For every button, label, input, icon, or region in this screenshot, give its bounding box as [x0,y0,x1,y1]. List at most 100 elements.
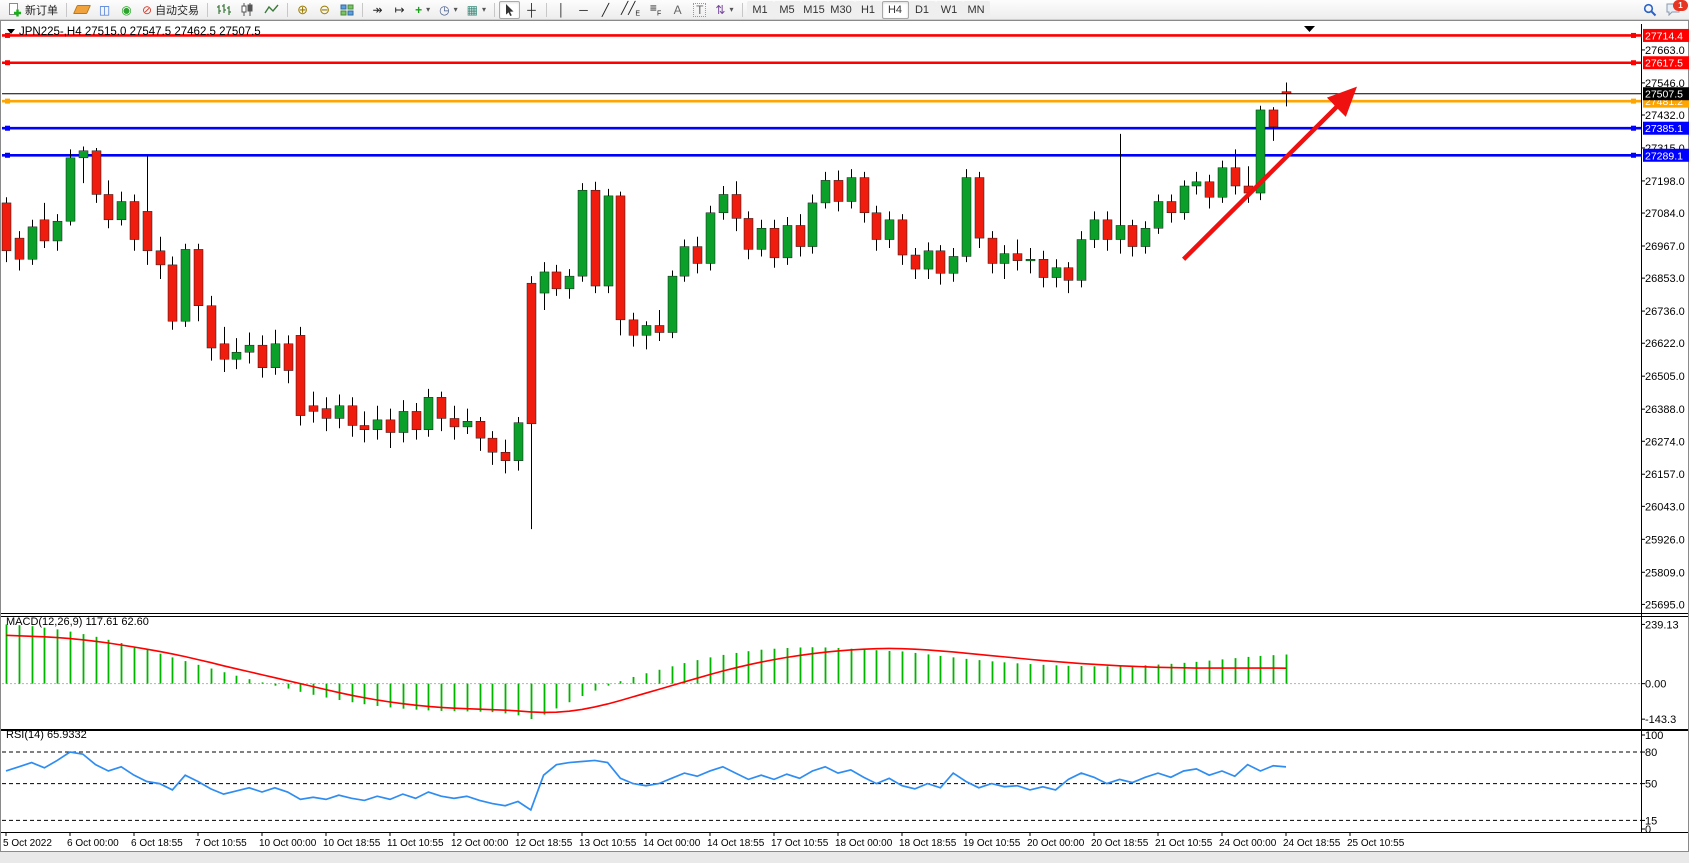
candle-up [180,249,191,322]
price-badge: 27289.1 [1643,148,1689,162]
chart-window-bg [0,20,1689,852]
periods-button[interactable]: ◷ ▾ [435,1,462,19]
candle-down [142,211,153,252]
signals-button[interactable]: ◉ [116,1,137,19]
candle-up [398,411,409,433]
price-tick-label: 26043.0 [1645,501,1685,513]
horizontal-line[interactable] [2,32,1641,38]
chevron-down-icon: ▾ [426,5,431,14]
date-axis: 5 Oct 2022 6 Oct 00:00 6 Oct 18:55 7 Oct 10… [3,832,1405,849]
messages-button[interactable]: 1 [1662,0,1688,19]
candle-up [577,189,588,277]
candle-up [539,271,550,294]
tab-timeframe-M1[interactable]: M1 [746,0,774,19]
candle-up [334,405,345,419]
tab-timeframe-M15[interactable]: M15 [800,0,828,19]
toolbar: 新订单 ◫ ◉ ⊘ 自动交易 ⊕ ⊖ ↠ [0,0,1689,20]
candle-up [641,325,652,336]
templates-button[interactable]: ▦ ▾ [463,1,490,19]
candle-down [436,397,447,419]
date-tick-label: 10 Oct 18:55 [323,838,381,849]
channel-tool-button[interactable]: ╱╱E [617,1,644,19]
indicators-button[interactable]: + ▾ [411,1,434,19]
chart-shift-button[interactable]: ↦ [389,1,410,19]
price-axis: 27663.027546.027432.027315.027198.027084… [1641,28,1689,611]
trendline-tool-button[interactable]: ╱ [595,1,616,19]
candle-down [987,237,998,264]
candle-up [564,275,575,290]
tile-windows-icon [340,4,354,15]
candle-down [1063,267,1074,281]
horizontal-line[interactable] [2,60,1641,66]
bar-chart-button[interactable] [212,1,235,19]
crosshair-tool-button[interactable]: ┼ [521,1,542,19]
tab-timeframe-D1[interactable]: D1 [908,0,936,19]
auto-trading-button[interactable]: ⊘ 自动交易 [138,1,203,19]
tab-timeframe-M30[interactable]: M30 [827,0,855,19]
channel-label: E [635,10,641,18]
toolbar-separator [66,2,67,17]
price-tick-label: 27198.0 [1645,176,1685,188]
candle-down [193,249,204,306]
tab-timeframe-M5[interactable]: M5 [773,0,801,19]
candle-down [795,225,806,247]
new-order-button[interactable]: 新订单 [4,1,62,19]
candle-down [487,437,498,453]
price-tick-label: 26388.0 [1645,404,1685,416]
line-chart-button[interactable] [260,1,283,19]
arrows-tool-button[interactable]: ⇅ ▾ [711,1,737,19]
candle-down [871,212,882,240]
date-tick-label: 18 Oct 00:00 [835,838,893,849]
macd-tick-label: 0.00 [1645,679,1666,691]
svg-text:27385.1: 27385.1 [1645,123,1683,135]
zoom-in-icon: ⊕ [297,2,309,17]
tab-timeframe-MN[interactable]: MN [962,0,990,19]
auto-scroll-button[interactable]: ↠ [367,1,388,19]
rsi-tick-label: 0 [1645,824,1651,836]
tile-windows-button[interactable] [336,1,358,19]
chevron-down-icon: ▾ [453,5,458,14]
cursor-tool-button[interactable] [498,0,520,19]
zoom-out-button[interactable]: ⊖ [314,1,335,19]
tab-timeframe-H4[interactable]: H4 [881,0,909,19]
trend-arrow[interactable] [1182,86,1358,261]
horizontal-line[interactable] [2,152,1641,158]
candle-down [1102,219,1113,240]
price-tick-label: 27546.0 [1645,78,1685,90]
rsi-line [5,751,1287,812]
price-badge: 27385.1 [1643,121,1689,135]
candle-up [270,343,281,368]
text-tool-button[interactable]: A [667,1,688,19]
template-icon: ▦ [466,2,478,17]
search-button[interactable] [1639,1,1661,19]
text-label-tool-button[interactable]: T [689,1,710,19]
date-tick-label: 20 Oct 18:55 [1091,838,1149,849]
new-chart-button[interactable]: ◫ [94,1,115,19]
toolbar-separator [545,2,547,17]
tab-timeframe-H1[interactable]: H1 [854,0,882,19]
fibonacci-tool-button[interactable]: ≡F [645,1,666,19]
vertical-line-tool-button[interactable]: │ [551,1,572,19]
candle-down [769,228,780,259]
candle-up [231,351,242,360]
styler-button[interactable] [71,1,93,19]
candle-down [654,325,665,333]
candlestick-chart-button[interactable] [236,1,259,19]
candle-down [526,282,537,425]
horizontal-line[interactable] [2,98,1641,104]
candle-up [423,397,434,430]
horizontal-line[interactable] [2,125,1641,131]
tab-timeframe-W1[interactable]: W1 [935,0,963,19]
horizontal-line-tool-button[interactable]: ─ [573,1,594,19]
crayon-icon [72,5,92,14]
chart-shift-marker[interactable] [1304,26,1315,32]
toolbar-separator [741,2,743,17]
cursor-icon [505,4,514,16]
candle-up [756,228,767,250]
zoom-in-button[interactable]: ⊕ [292,1,313,19]
arrows-tool-icon: ⇅ [715,2,726,17]
text-tool-icon: A [673,2,682,17]
collapse-triangle-icon[interactable] [7,29,15,34]
